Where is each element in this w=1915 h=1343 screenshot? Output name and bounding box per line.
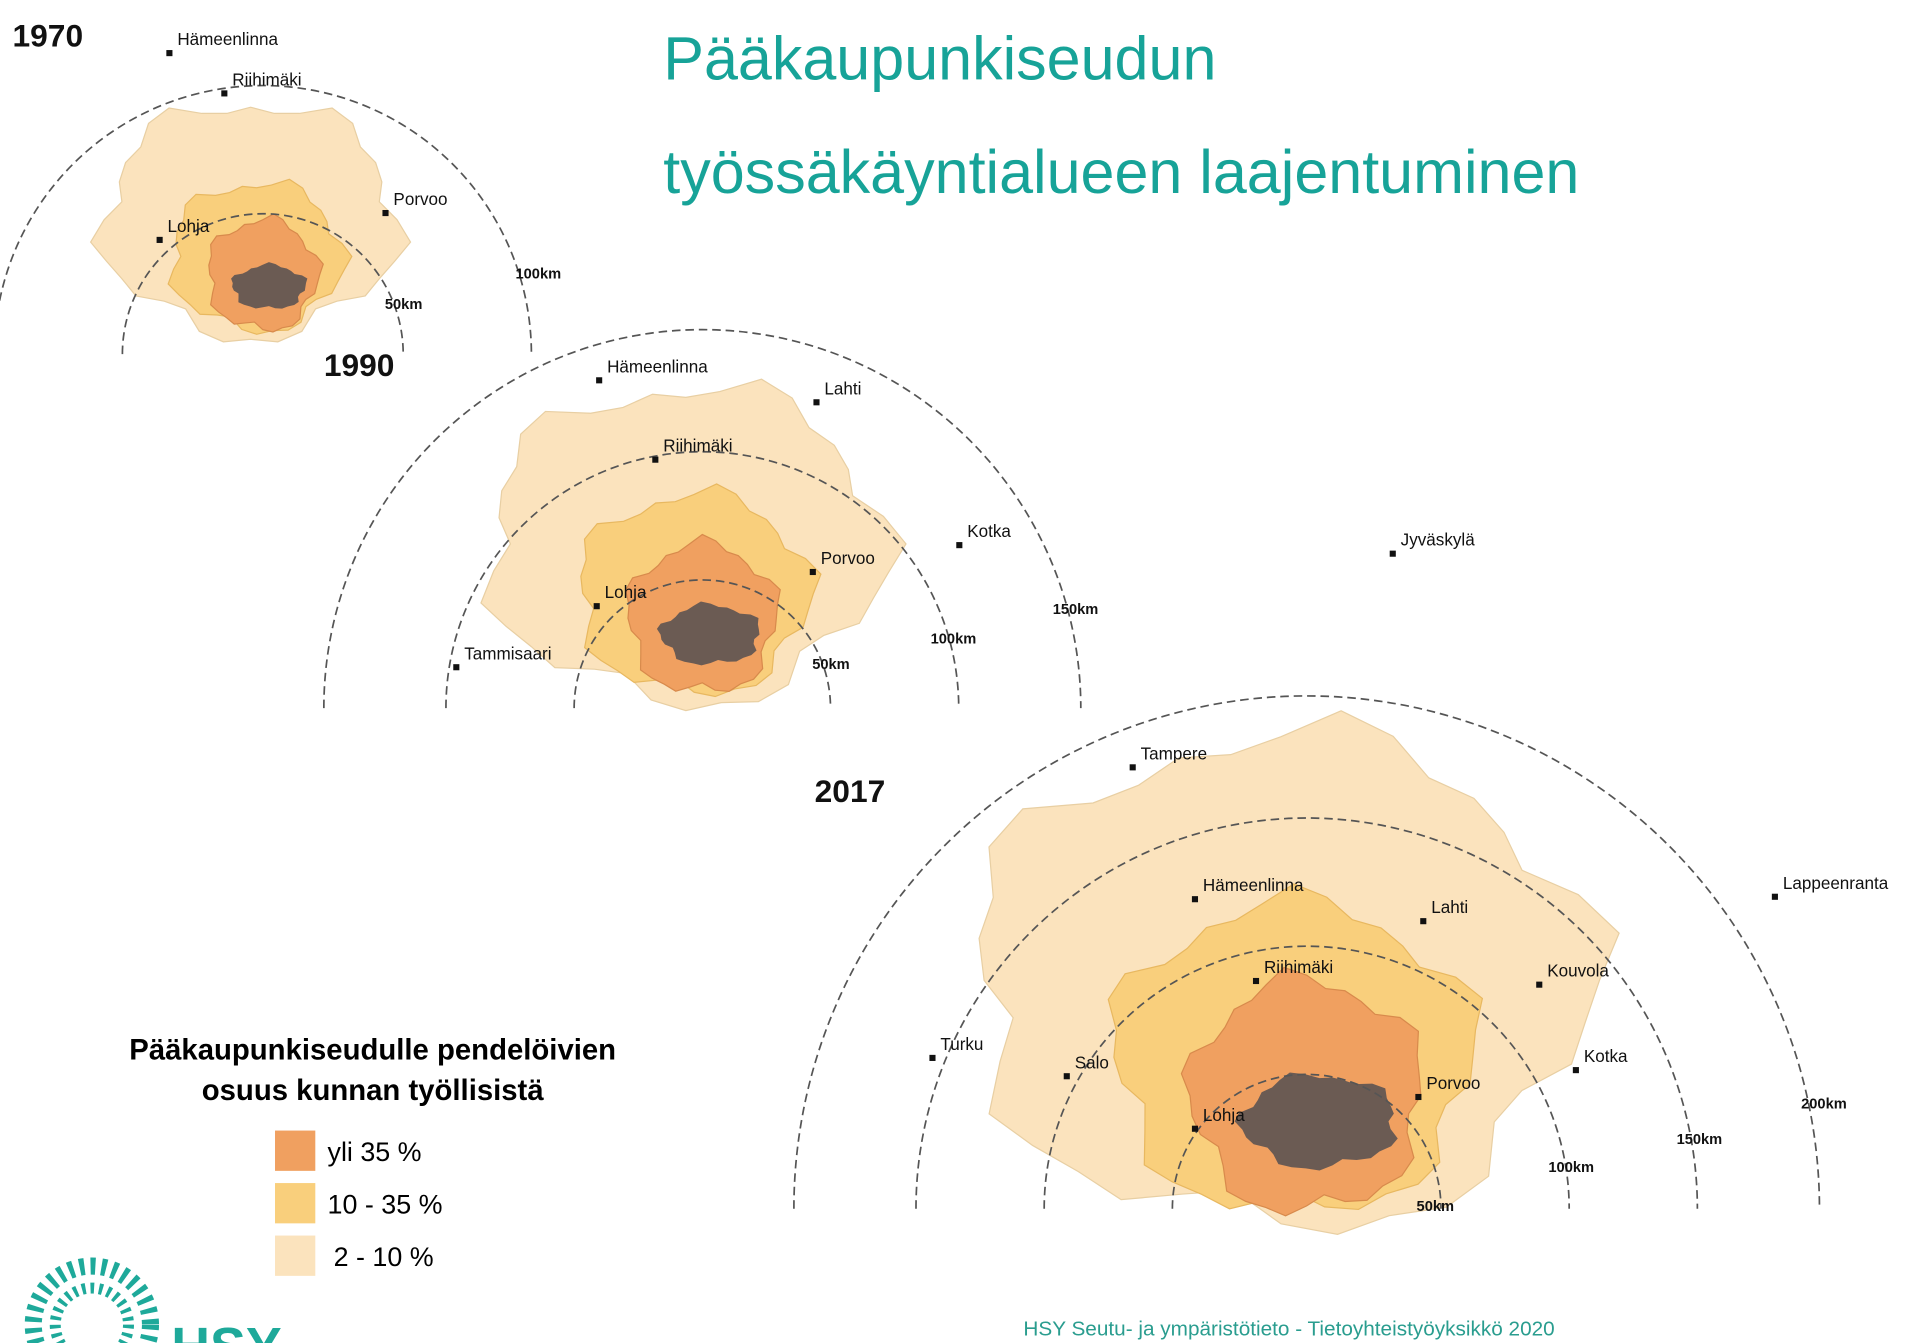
place-marker — [1130, 764, 1136, 770]
legend-swatch — [275, 1131, 315, 1171]
place-marker — [166, 50, 172, 56]
place-marker — [1253, 978, 1259, 984]
place-label: Hämeenlinna — [1203, 876, 1304, 895]
place-marker — [1536, 982, 1542, 988]
ring-label: 100km — [516, 266, 562, 282]
place-label: Tampere — [1141, 744, 1207, 763]
ring-label: 50km — [812, 657, 849, 673]
ring-label: 50km — [385, 297, 422, 313]
legend-title: Pääkaupunkiseudulle pendelöivien — [129, 1034, 616, 1067]
place-marker — [810, 569, 816, 575]
place-marker — [1772, 894, 1778, 900]
footer: HSY Seutu- ja ympäristötieto - Tietoyhte… — [1023, 1318, 1554, 1341]
place-marker — [453, 664, 459, 670]
place-label: Tammisaari — [464, 644, 551, 663]
map: 50km 100km 150km Hämeenlinna Lahti Riihimäki K… — [324, 330, 1098, 711]
place-marker — [596, 377, 602, 383]
place-label: Lappeenranta — [1783, 874, 1889, 893]
place-marker — [594, 603, 600, 609]
place-label: Lahti — [1431, 898, 1468, 917]
ring-label: 100km — [931, 631, 977, 647]
ring-label: 50km — [1417, 1199, 1454, 1215]
place-label: Porvoo — [393, 190, 447, 209]
ring-label: 150km — [1053, 602, 1099, 618]
map: 50km 100km Hämeenlinna Riihimäki Porvoo Lohja… — [0, 17, 561, 354]
place-label: Turku — [940, 1035, 983, 1054]
logo-text: HSY — [171, 1317, 281, 1343]
legend-label: 10 - 35 % — [328, 1190, 443, 1220]
ring-label: 200km — [1801, 1097, 1847, 1113]
legend-title: osuus kunnan työllisistä — [202, 1074, 545, 1107]
place-label: Hämeenlinna — [177, 30, 278, 49]
place-label: Kotka — [967, 522, 1011, 541]
place-marker — [157, 237, 163, 243]
place-marker — [1420, 918, 1426, 924]
place-label: Kouvola — [1547, 962, 1609, 981]
place-label: Porvoo — [821, 549, 875, 568]
title: työssäkäyntialueen laajentuminen — [663, 138, 1579, 206]
place-marker — [382, 210, 388, 216]
map-year: 2017 — [815, 773, 886, 809]
map-year: 1970 — [13, 17, 84, 53]
legend-swatch — [275, 1183, 315, 1223]
place-marker — [1192, 1126, 1198, 1132]
place-marker — [1573, 1067, 1579, 1073]
place-marker — [1192, 896, 1198, 902]
place-marker — [1390, 551, 1396, 557]
legend-label: yli 35 % — [328, 1137, 422, 1167]
place-label: Salo — [1075, 1053, 1109, 1072]
place-label: Riihimäki — [1264, 958, 1333, 977]
place-label: Lohja — [168, 217, 210, 236]
place-label: Lahti — [824, 379, 861, 398]
place-marker — [1415, 1094, 1421, 1100]
place-marker — [929, 1055, 935, 1061]
place-marker — [1064, 1073, 1070, 1079]
place-label: Porvoo — [1426, 1074, 1480, 1093]
legend-swatch — [275, 1236, 315, 1276]
legend-label: 2 - 10 % — [334, 1242, 434, 1272]
place-marker — [956, 542, 962, 548]
slide: 50km 100km Hämeenlinna Riihimäki Porvoo Lohja… — [0, 0, 1915, 1343]
place-label: Riihimäki — [663, 437, 732, 456]
place-label: Lohja — [605, 583, 647, 602]
place-label: Jyväskylä — [1401, 531, 1476, 550]
ring-label: 100km — [1548, 1160, 1594, 1176]
place-marker — [652, 457, 658, 463]
place-label: Kotka — [1584, 1047, 1628, 1066]
place-marker — [221, 90, 227, 96]
logo: HSY — [33, 1266, 281, 1343]
map-year: 1990 — [324, 347, 395, 383]
ring-label: 150km — [1677, 1132, 1723, 1148]
title: Pääkaupunkiseudun — [663, 24, 1216, 92]
place-label: Hämeenlinna — [607, 357, 708, 376]
place-label: Lohja — [1203, 1106, 1245, 1125]
place-label: Riihimäki — [232, 70, 301, 89]
place-marker — [813, 399, 819, 405]
